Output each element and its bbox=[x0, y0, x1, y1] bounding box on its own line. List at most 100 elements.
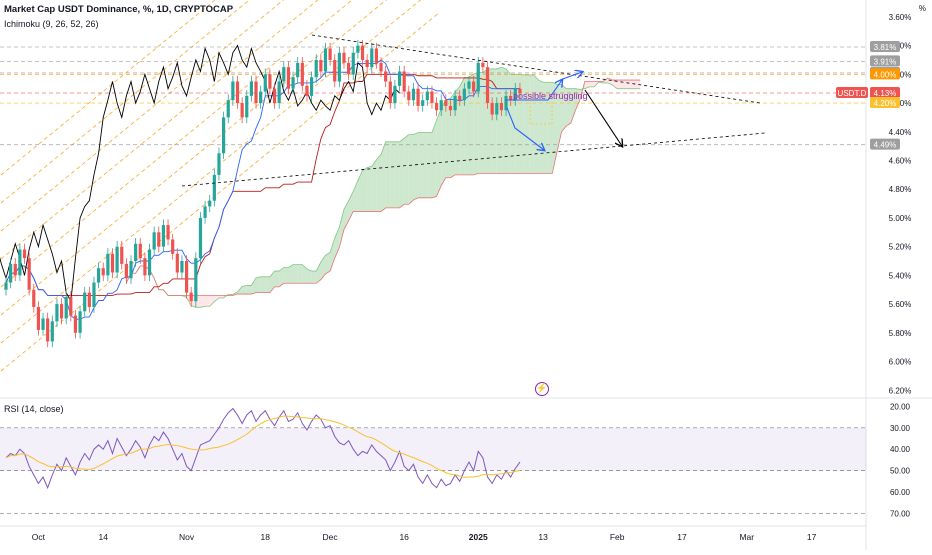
lightning-icon[interactable]: ⚡ bbox=[535, 382, 549, 396]
cloud-segment bbox=[371, 159, 377, 212]
candle-body bbox=[490, 103, 494, 115]
cloud-segment bbox=[450, 91, 456, 178]
cloud-segment bbox=[617, 80, 622, 89]
price-tick-label: 5.00% bbox=[889, 214, 912, 223]
cloud-segment bbox=[418, 132, 423, 198]
cloud-segment bbox=[274, 271, 280, 287]
rsi-tick-label: 30.00 bbox=[890, 424, 911, 433]
candle-body bbox=[397, 71, 402, 86]
candle-body bbox=[222, 117, 226, 154]
price-tick-label: 5.20% bbox=[889, 243, 912, 252]
channel-line bbox=[0, 0, 387, 317]
candle-body bbox=[97, 268, 101, 283]
candle-body bbox=[143, 258, 147, 276]
candle-body bbox=[272, 88, 277, 104]
cloud-segment bbox=[612, 80, 618, 89]
scale-mode-button[interactable]: % bbox=[918, 4, 926, 13]
price-tick-label: 4.60% bbox=[889, 156, 912, 165]
price-tick-label: 4.80% bbox=[889, 185, 912, 194]
candle-body bbox=[351, 52, 355, 75]
candle-body bbox=[384, 71, 388, 82]
candle-body bbox=[347, 62, 351, 75]
cloud-segment bbox=[293, 264, 298, 284]
candle-body bbox=[286, 67, 291, 89]
arrow-down-annotation bbox=[506, 107, 544, 150]
candle-body bbox=[430, 91, 434, 104]
cloud-segment bbox=[390, 141, 395, 208]
candle-body bbox=[194, 258, 198, 302]
price-level-badge bbox=[870, 55, 900, 67]
candle-body bbox=[4, 282, 8, 290]
cloud-segment bbox=[269, 271, 275, 293]
time-tick-label: 13 bbox=[538, 532, 548, 542]
candle-body bbox=[393, 85, 397, 104]
ichimoku-legend[interactable]: Ichimoku (9, 26, 52, 26) bbox=[4, 19, 99, 29]
candle-body bbox=[184, 261, 189, 293]
cloud-segment bbox=[501, 67, 507, 174]
candle-body bbox=[472, 81, 476, 92]
cloud-segment bbox=[469, 73, 474, 175]
price-tick-label: 5.80% bbox=[889, 329, 912, 338]
candle-body bbox=[50, 321, 54, 342]
candle-body bbox=[504, 95, 508, 111]
cloud-segment bbox=[251, 277, 257, 295]
cloud-segment bbox=[404, 134, 409, 205]
cloud-segment bbox=[635, 80, 641, 89]
cloud-segment bbox=[316, 262, 321, 284]
cloud-segment bbox=[478, 72, 483, 174]
cloud-segment bbox=[621, 80, 627, 89]
candle-body bbox=[365, 59, 369, 68]
cloud-segment bbox=[496, 67, 502, 174]
cloud-segment bbox=[427, 132, 432, 198]
candle-body bbox=[115, 246, 119, 273]
cloud-segment bbox=[283, 267, 289, 284]
cloud-segment bbox=[265, 276, 270, 293]
cloud-segment bbox=[279, 267, 284, 287]
channel-line bbox=[0, 0, 422, 345]
candle-body bbox=[513, 88, 517, 101]
candle-body bbox=[314, 59, 318, 78]
cloud-segment bbox=[524, 75, 530, 174]
candle-body bbox=[356, 45, 360, 53]
senkou-span-b bbox=[126, 77, 641, 296]
time-tick-label: 14 bbox=[98, 532, 108, 542]
price-level-label: 4.49% bbox=[874, 141, 897, 150]
candle-body bbox=[171, 239, 175, 254]
candle-body bbox=[360, 45, 365, 60]
candle-body bbox=[462, 88, 466, 101]
candle-body bbox=[259, 91, 263, 104]
annotation-text: possible struggling bbox=[513, 91, 588, 101]
rsi-legend[interactable]: RSI (14, close) bbox=[4, 404, 64, 414]
cloud-segment bbox=[464, 77, 469, 175]
cloud-segment bbox=[339, 209, 344, 248]
candle-body bbox=[78, 311, 82, 333]
price-level-badge bbox=[870, 138, 900, 150]
candle-body bbox=[157, 232, 161, 247]
candle-body bbox=[180, 261, 184, 273]
candle-body bbox=[305, 85, 309, 96]
candle-body bbox=[407, 91, 411, 101]
candle-body bbox=[208, 200, 212, 207]
candle-body bbox=[379, 62, 383, 72]
cloud-segment bbox=[408, 134, 414, 205]
cloud-segment bbox=[575, 88, 581, 111]
candle-body bbox=[231, 81, 235, 101]
channel-line bbox=[0, 0, 353, 289]
price-tick-label: 4.40% bbox=[889, 128, 912, 137]
cloud-segment bbox=[570, 88, 576, 124]
cloud-segment bbox=[394, 141, 400, 208]
candle-body bbox=[402, 71, 406, 92]
candle-body bbox=[124, 263, 128, 279]
candle-body bbox=[46, 318, 50, 342]
candle-body bbox=[101, 268, 105, 276]
cloud-segment bbox=[445, 98, 451, 178]
candle-body bbox=[235, 81, 240, 104]
annotation-box bbox=[529, 95, 553, 125]
candle-body bbox=[27, 258, 31, 290]
candle-body bbox=[495, 103, 499, 115]
candle-body bbox=[296, 62, 300, 78]
kijun-line bbox=[5, 73, 520, 296]
cloud-segment bbox=[492, 68, 497, 174]
cloud-segment bbox=[376, 154, 382, 212]
